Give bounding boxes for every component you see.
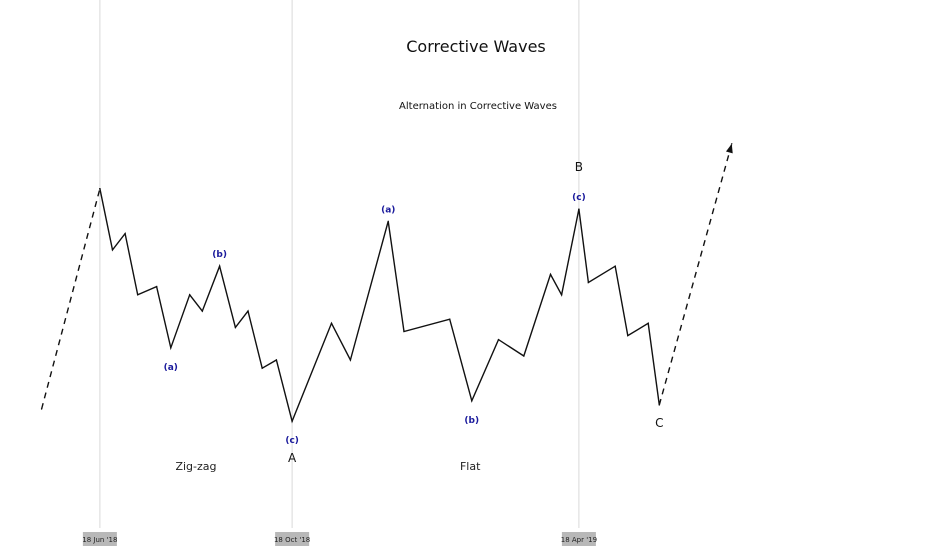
minor-wave-label: (b) [212, 250, 227, 260]
wave-pivot-point [549, 273, 552, 276]
x-tick-label: 18 Apr '19 [561, 536, 597, 544]
wave-pivot-point [275, 359, 278, 361]
wave-pivot-point [155, 285, 158, 288]
minor-wave-label: (b) [464, 416, 479, 426]
wave-pivot-point [587, 281, 590, 284]
wave-pivot-point [523, 355, 525, 357]
minor-wave-label: (c) [572, 193, 586, 203]
x-tick-label: 18 Jun '18 [82, 536, 117, 544]
projection-line [658, 143, 733, 406]
minor-wave-label: (c) [285, 436, 299, 446]
wave-pivot-point [40, 408, 43, 410]
wave-pivot-point [111, 249, 114, 251]
chart-title: Corrective Waves [406, 37, 546, 56]
major-wave-label: C [655, 416, 663, 430]
wave-pivot-point [99, 187, 101, 190]
arrowhead [725, 143, 733, 154]
wave-pivot-point [261, 367, 263, 369]
wave-pivot-point [387, 220, 389, 223]
wave-pivot-point [448, 318, 451, 320]
gridlines [99, 0, 580, 528]
wave-pivot-point [627, 334, 629, 337]
wave-pivot-point [614, 265, 616, 267]
x-axis: 18 Jun '18 18 Oct '18 18 Apr '19 [82, 532, 597, 546]
wave-pivot-point [330, 322, 333, 325]
x-tick-box [82, 532, 117, 546]
wave-series [40, 143, 733, 424]
wave-pivot-point [403, 330, 405, 333]
wave-pivot-point [170, 347, 172, 349]
major-wave-label: B [575, 160, 583, 174]
wave-pivot-point [218, 265, 221, 267]
wave-pivot-point [201, 310, 204, 312]
wave-pivot-point [291, 420, 293, 422]
x-tick-box [275, 532, 310, 546]
minor-wave-label: (a) [164, 363, 178, 373]
x-tick-label: 18 Oct '18 [274, 536, 310, 544]
pattern-label: Flat [460, 460, 481, 473]
wave-pivot-point [124, 232, 126, 235]
wave-pivot-point [247, 310, 249, 312]
minor-wave-label: (a) [381, 205, 395, 215]
wave-pivot-point [471, 400, 473, 402]
wave-pivot-point [658, 404, 660, 406]
wave-line [99, 188, 660, 424]
wave-pivot-point [136, 294, 139, 296]
wave-pivot-point [349, 359, 352, 361]
pattern-label: Zig-zag [175, 460, 216, 473]
projection-line [40, 188, 101, 410]
wave-pivot-point [560, 294, 563, 296]
wave-annotations: (a) (b) (c) A (a) (b) (c) B C Zig-zag Flat [164, 160, 664, 473]
wave-pivot-point [578, 208, 580, 210]
major-wave-label: A [288, 451, 297, 465]
chart-subtitle: Alternation in Corrective Waves [399, 101, 557, 112]
x-tick-box [561, 532, 596, 546]
wave-pivot-point [234, 326, 237, 329]
wave-pivot-point [497, 338, 500, 341]
wave-pivot-point [188, 294, 191, 296]
wave-pivot-point [647, 322, 649, 325]
